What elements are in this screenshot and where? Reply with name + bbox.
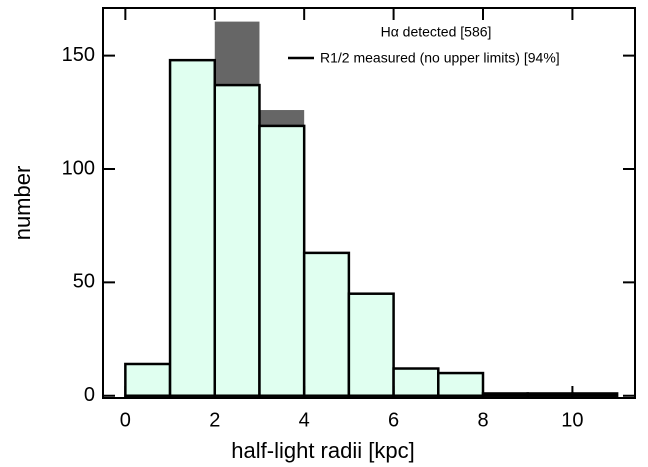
histogram-bar [347, 292, 395, 397]
histogram-bar [124, 362, 172, 397]
histogram-bar [571, 392, 619, 397]
x-axis-label: half-light radii [kpc] [231, 438, 414, 463]
histogram-bar [213, 83, 261, 397]
histogram-bar [258, 124, 306, 397]
x-tick-label: 10 [561, 409, 583, 431]
histogram-bar [168, 58, 217, 397]
x-tick-label: 6 [388, 409, 399, 431]
y-tick-label: 0 [84, 384, 95, 406]
x-tick-label: 8 [477, 409, 488, 431]
y-axis-label: number [10, 166, 35, 241]
histogram-bar [481, 392, 529, 397]
histogram-bar [392, 367, 440, 397]
histogram-bar [302, 251, 351, 397]
x-tick-label: 0 [120, 409, 131, 431]
histogram-bar [437, 371, 485, 397]
legend-label: Hα detected [586] [381, 24, 492, 40]
plot-frame [102, 7, 636, 399]
y-tick-label: 100 [62, 157, 95, 179]
x-tick-label: 4 [299, 409, 310, 431]
legend-label: R1/2 measured (no upper limits) [94%] [320, 50, 560, 66]
x-tick-label: 2 [209, 409, 220, 431]
y-tick-label: 50 [73, 271, 95, 293]
y-tick-label: 150 [62, 44, 95, 66]
histogram-bar [526, 392, 574, 397]
